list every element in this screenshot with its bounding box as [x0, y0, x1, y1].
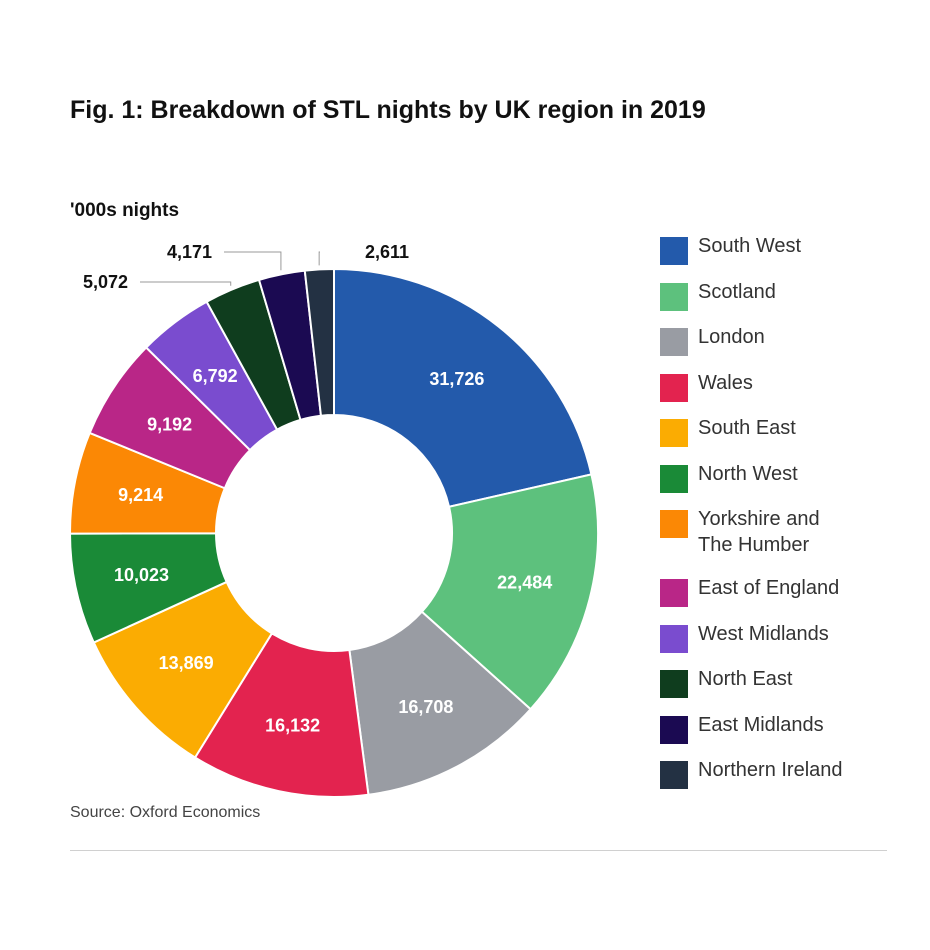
legend-item-north-east: North East	[660, 666, 910, 712]
legend-label: Wales	[698, 371, 753, 394]
source-note: Source: Oxford Economics	[70, 804, 261, 821]
legend-item-northern-ireland: Northern Ireland	[660, 757, 910, 803]
chart-title: Fig. 1: Breakdown of STL nights by UK re…	[70, 96, 706, 124]
data-label-south-west: 31,726	[429, 369, 484, 389]
legend-swatch	[660, 715, 688, 744]
leader-line-northern-ireland	[318, 251, 320, 266]
legend-item-west-midlands: West Midlands	[660, 621, 910, 667]
data-label-east-midlands: 4,171	[167, 242, 212, 262]
legend-label: London	[698, 326, 765, 348]
legend-swatch	[660, 328, 688, 356]
legend-label: North East	[698, 668, 793, 690]
legend-item-scotland: Scotland	[660, 279, 910, 325]
legend-item-wales: Wales	[660, 370, 910, 416]
legend-swatch	[660, 510, 688, 538]
data-label-south-east: 13,869	[159, 653, 214, 673]
legend-swatch	[660, 761, 688, 789]
slice-wales	[193, 631, 370, 798]
legend-swatch	[660, 282, 688, 311]
legend-item-east-of-england: East of England	[660, 575, 910, 621]
data-label-wales: 16,132	[265, 716, 320, 736]
data-label-scotland: 22,484	[497, 572, 552, 592]
legend-label: West Midlands	[698, 622, 829, 645]
legend-swatch	[660, 373, 688, 402]
slice-south-west	[333, 267, 593, 509]
data-label-west-midlands: 6,792	[193, 366, 238, 386]
legend-label: North West	[698, 462, 798, 485]
legend-swatch	[660, 579, 688, 607]
legend-swatch	[660, 624, 688, 653]
leader-lines-group	[140, 251, 320, 286]
data-labels-group: 31,726 22,484 16,708 16,132 13,869 10,023 9,21…	[83, 242, 552, 736]
legend-item-london: London	[660, 324, 910, 370]
legend-label: Northern Ireland	[698, 759, 843, 781]
legend-swatch	[660, 670, 688, 698]
legend-label: Scotland	[698, 280, 776, 303]
legend-label-line: The Humber	[698, 534, 810, 556]
data-label-london: 16,708	[398, 697, 453, 717]
legend-label: South West	[698, 235, 802, 257]
legend-label: East of England	[698, 577, 840, 599]
legend-swatch	[660, 464, 688, 493]
legend-item-east-midlands: East Midlands	[660, 712, 910, 758]
legend-label: East Midlands	[698, 713, 824, 736]
legend-swatch	[660, 419, 688, 447]
legend-item-south-west: South West	[660, 233, 910, 279]
legend-item-yorkshire-and-the-humber: Yorkshire and The Humber	[660, 506, 910, 575]
slice-northern-ireland	[303, 267, 335, 417]
legend-label: South East	[698, 417, 796, 439]
legend-label-line: Yorkshire and	[698, 508, 820, 530]
legend-swatch	[660, 237, 688, 265]
leader-line-east-midlands	[224, 251, 282, 271]
leader-line-north-east	[140, 281, 232, 286]
bottom-divider	[70, 850, 887, 851]
slices-group	[68, 267, 599, 798]
legend-label: Yorkshire and The Humber	[698, 506, 910, 558]
unit-label: '000s nights	[70, 200, 180, 221]
data-label-north-west: 10,023	[114, 565, 169, 585]
legend-item-north-west: North West	[660, 461, 910, 507]
data-label-northern-ireland: 2,611	[365, 242, 409, 262]
data-label-north-east: 5,072	[83, 272, 128, 292]
data-label-yorkshire-and-the-humber: 9,214	[118, 485, 163, 505]
legend: South West Scotland London Wales South East N…	[660, 233, 910, 803]
data-label-east-of-england: 9,192	[147, 414, 192, 434]
legend-item-south-east: South East	[660, 415, 910, 461]
